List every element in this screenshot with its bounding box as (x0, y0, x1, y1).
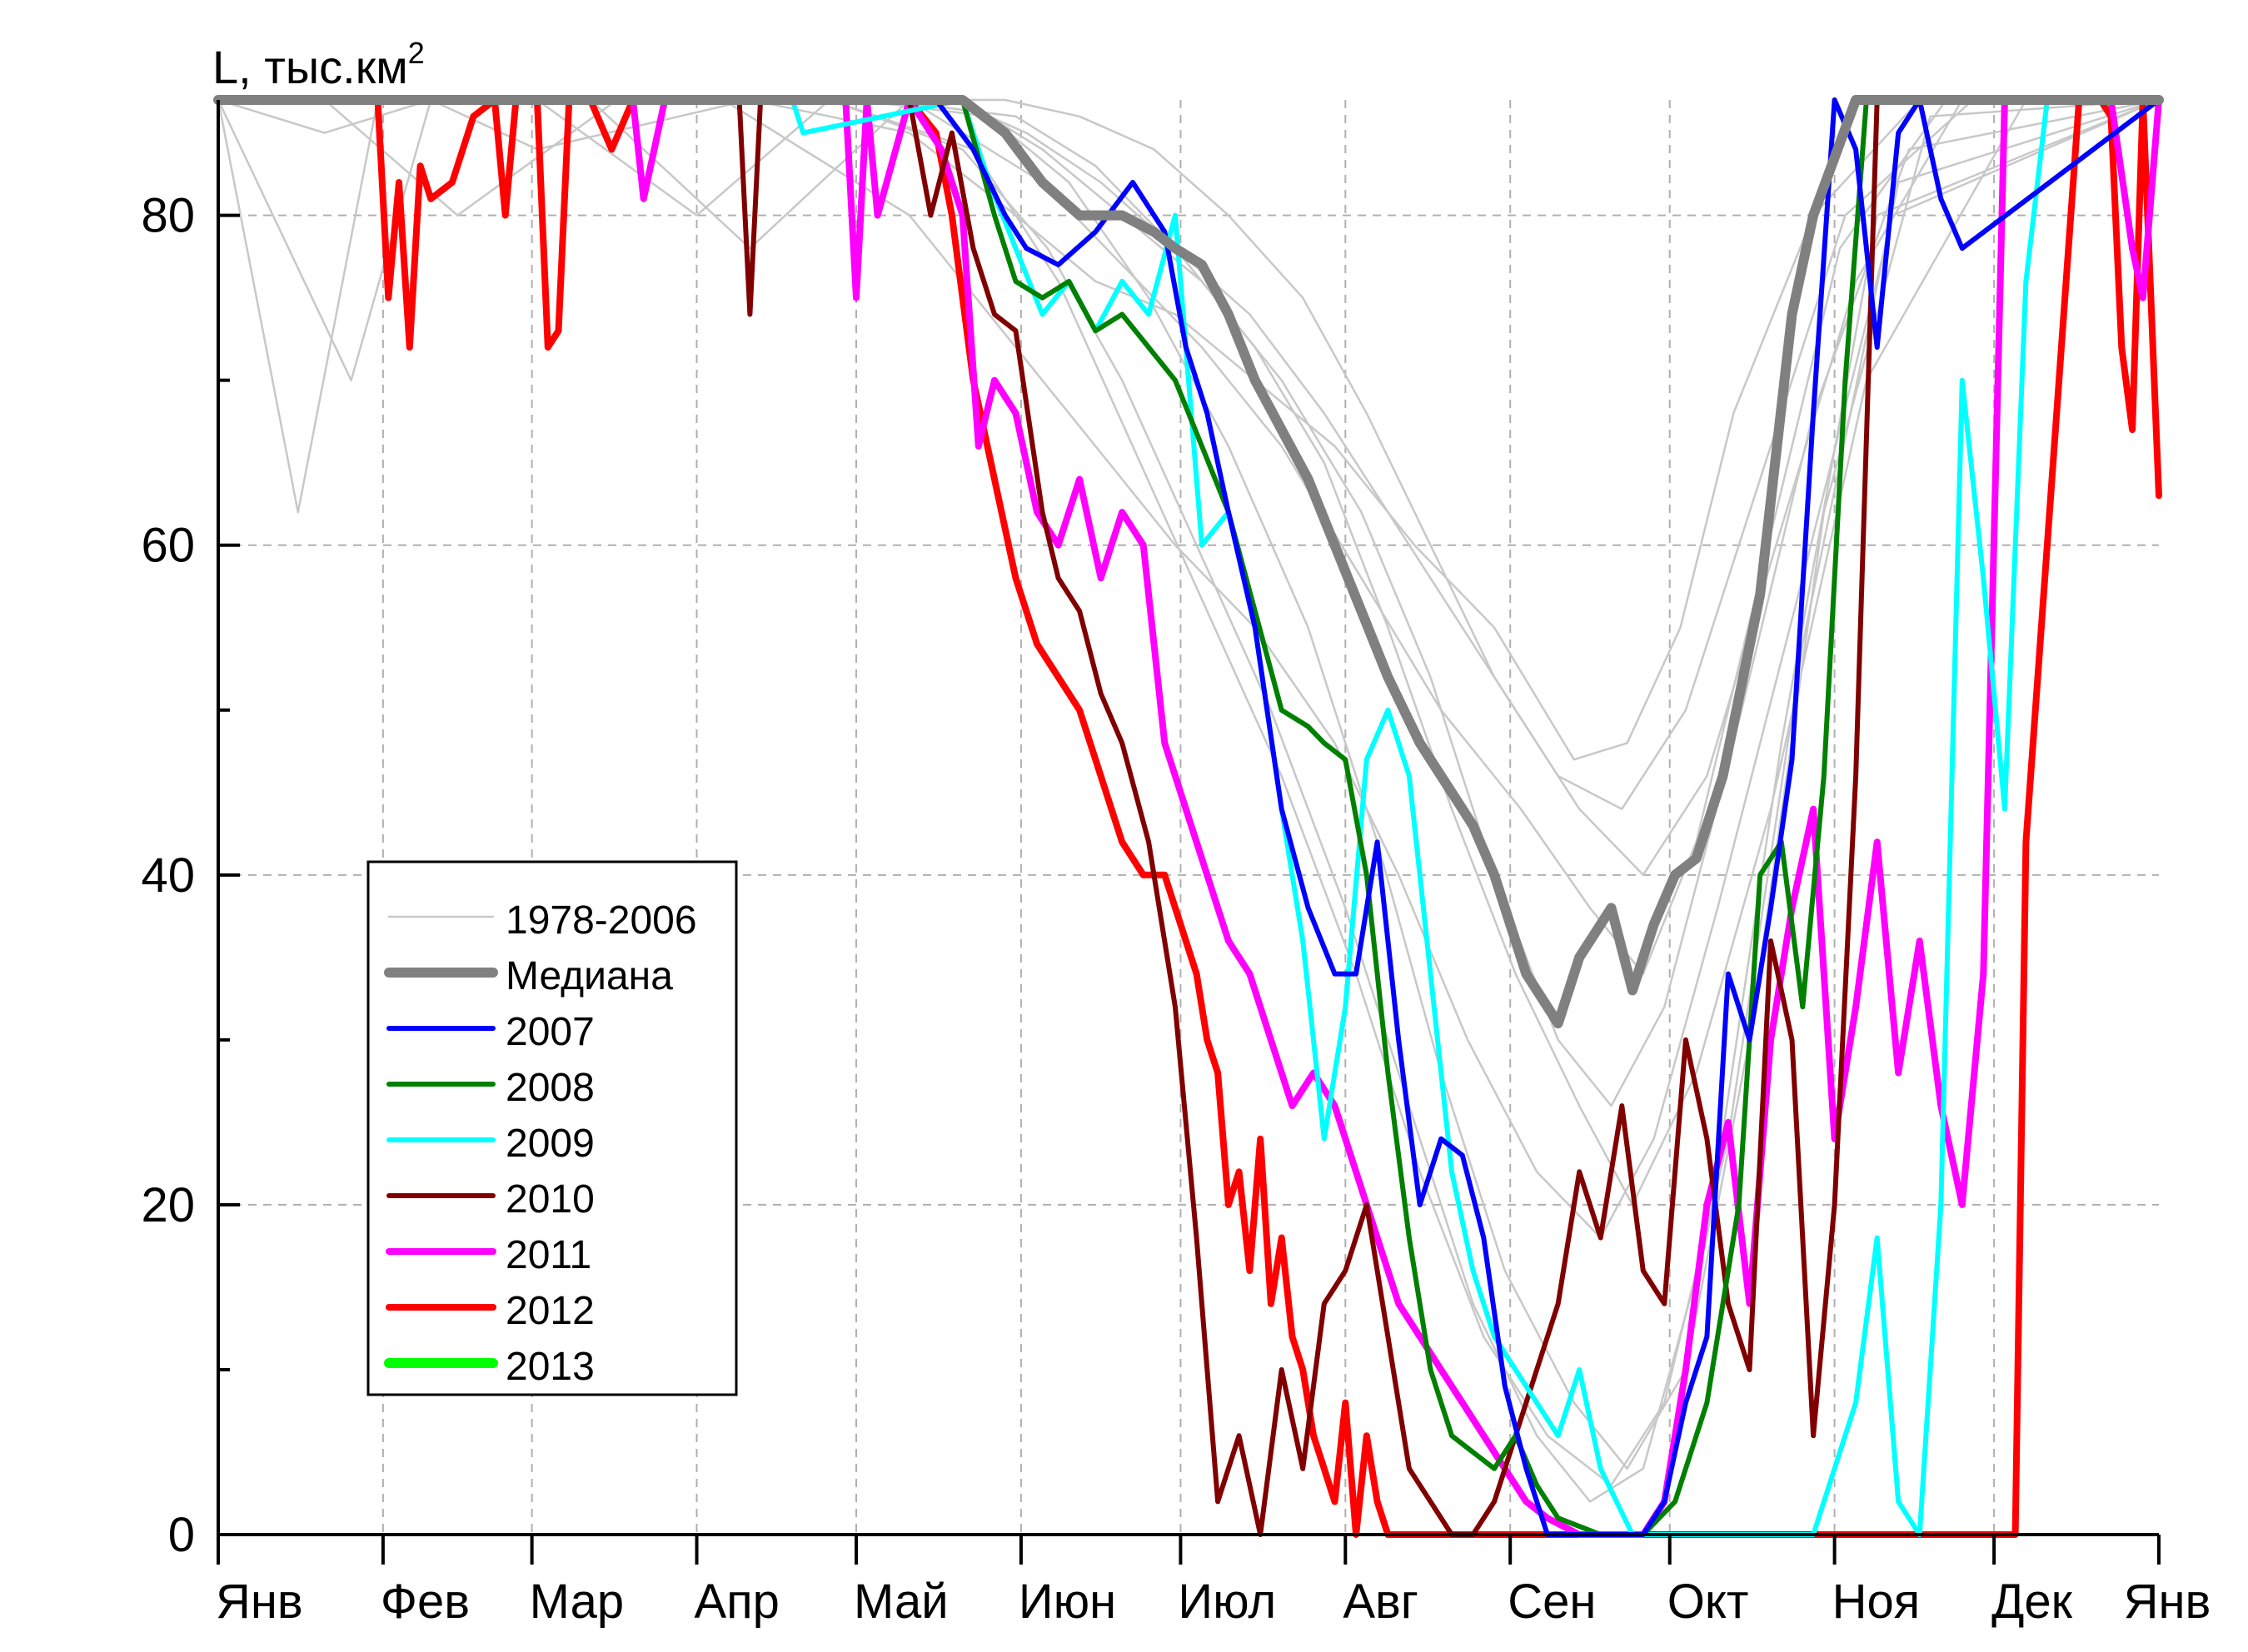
legend-label: 2013 (506, 1345, 595, 1389)
x-tick-label: Май (854, 1575, 949, 1629)
y-axis-label-superscript: 2 (408, 36, 425, 70)
legend-label: 2012 (506, 1289, 595, 1333)
x-tick-label: Июл (1178, 1575, 1276, 1629)
series-line-2008 (960, 97, 2161, 1537)
y-tick-label: 0 (168, 1508, 195, 1562)
series-line-Медиана (213, 95, 2164, 1029)
legend: 1978-2006 Медиана 2007 2008 2009 2010 2011 2012… (366, 860, 738, 1396)
series-line-2007 (933, 97, 2161, 1537)
axes-layer: 0 20 40 60 80 Янв Фев Мар Апр Май Июн Июл Авг Сен Окт Н… (141, 100, 2211, 1629)
x-tick-label: Сен (1508, 1575, 1596, 1629)
series-line-2009 (790, 97, 2161, 1537)
legend-label: 2007 (506, 1010, 595, 1054)
x-tick-label: Окт (1667, 1575, 1749, 1629)
legend-label: 2008 (506, 1066, 595, 1110)
legend-label: 2010 (506, 1177, 595, 1222)
x-tick-label: Апр (695, 1575, 780, 1629)
x-tick-label: Мар (530, 1575, 624, 1629)
legend-label: Медиана (506, 954, 673, 998)
x-tick-label: Янв (2124, 1575, 2211, 1629)
x-tick-label: Фев (381, 1575, 470, 1629)
legend-label: 1978-2006 (506, 898, 697, 943)
series-layer (213, 95, 2164, 1538)
x-tick-label: Июн (1019, 1575, 1116, 1629)
y-tick-label: 20 (141, 1178, 195, 1232)
y-axis-label-main: L, тыс.км (212, 41, 408, 93)
y-tick-label: 80 (141, 189, 195, 243)
y-axis-label: L, тыс.км2 (212, 36, 425, 93)
series-line-2010 (736, 97, 2161, 1537)
y-tick-label: 40 (141, 848, 195, 903)
x-tick-label: Дек (1991, 1575, 2073, 1629)
x-tick-label: Авг (1343, 1575, 1418, 1629)
legend-label: 2009 (506, 1122, 595, 1166)
y-tick-label: 60 (141, 519, 195, 573)
x-tick-label: Янв (216, 1575, 303, 1629)
x-tick-label: Ноя (1832, 1575, 1921, 1629)
legend-label: 2011 (506, 1233, 591, 1277)
series-line-2011 (215, 97, 2162, 1538)
